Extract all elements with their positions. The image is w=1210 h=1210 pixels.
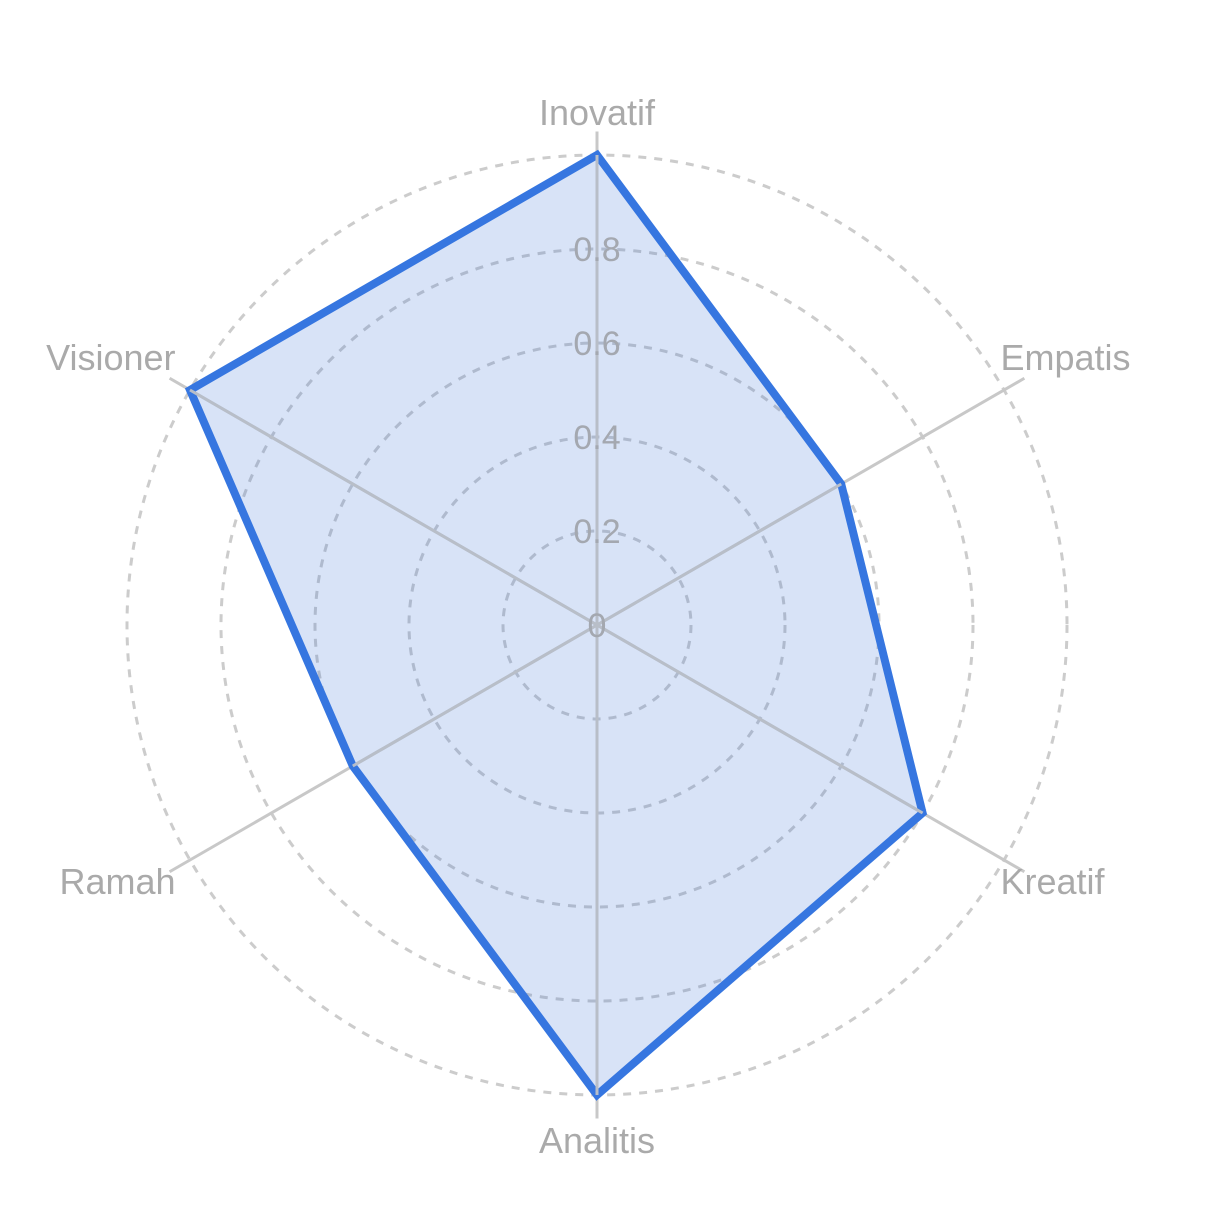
axis-label: Analitis: [539, 1120, 655, 1161]
axis-label: Inovatif: [539, 92, 656, 133]
tick-labels: 0 0.2 0.4 0.6 0.8: [573, 231, 620, 645]
tick-label: 0: [588, 607, 607, 645]
axis-spoke-overlay: [596, 482, 842, 627]
axis-spoke-overlay: [596, 623, 924, 815]
axis-label: Ramah: [59, 861, 175, 902]
tick-label: 0.8: [573, 231, 620, 269]
tick-label: 0.6: [573, 325, 620, 363]
axis-overlay: [189, 155, 924, 1095]
tick-label: 0.2: [573, 513, 620, 551]
tick-label: 0.4: [573, 419, 620, 457]
grid-ring: [219, 247, 975, 1003]
axis-label: Visioner: [46, 337, 175, 378]
data-series-area: [184, 149, 928, 1101]
axis-label: Kreatif: [1000, 861, 1105, 902]
axis-spoke-overlay: [352, 623, 598, 768]
axis-spoke-overlay: [189, 388, 598, 627]
axis-label: Empatis: [1000, 337, 1130, 378]
axis-labels: Inovatif Empatis Kreatif Analitis Ramah Visio…: [46, 92, 1130, 1161]
data-area-layer: [184, 149, 928, 1101]
